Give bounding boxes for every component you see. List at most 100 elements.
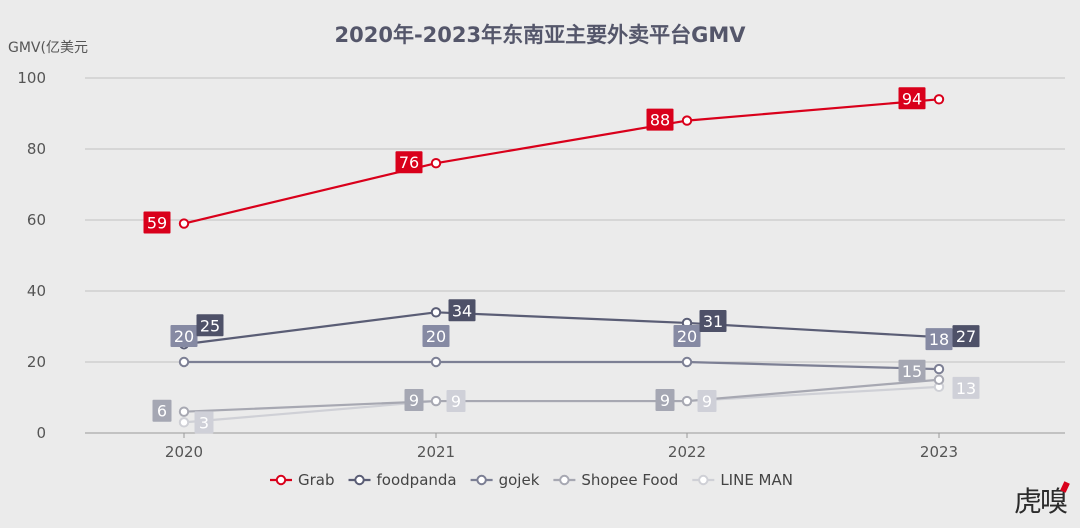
data-point[interactable] <box>681 356 693 368</box>
data-label-box <box>646 108 674 131</box>
data-label-box <box>152 399 172 422</box>
series-line <box>183 378 940 413</box>
series-foodpanda <box>178 307 945 350</box>
legend-marker <box>698 474 709 486</box>
data-label: 88 <box>646 108 674 131</box>
legend-item-gojek[interactable]: gojek <box>470 471 540 489</box>
series-line <box>184 360 940 371</box>
data-point[interactable] <box>681 115 693 126</box>
brand-logo: 虎嗅 <box>1013 480 1070 520</box>
data-label: 31 <box>699 309 727 332</box>
legend-marker <box>354 474 365 486</box>
x-tick-label: 2023 <box>920 443 958 461</box>
chart-title: 2020年-2023年东南亚主要外卖平台GMV <box>335 23 747 47</box>
legend-item-line-man[interactable]: LINE MAN <box>692 471 793 489</box>
data-point[interactable] <box>178 218 190 229</box>
data-point[interactable] <box>430 158 442 169</box>
data-point[interactable] <box>933 94 945 105</box>
data-label-text: 20 <box>426 327 446 346</box>
data-label: 9 <box>446 390 466 413</box>
data-label: 34 <box>448 299 476 322</box>
data-label: 6 <box>152 399 172 422</box>
series-shopee-food <box>178 374 945 417</box>
y-tick-label: 100 <box>17 69 46 87</box>
data-label-box <box>395 151 423 174</box>
data-label-box <box>448 299 476 322</box>
y-tick-label: 0 <box>36 424 46 442</box>
legend-item-grab[interactable]: Grab <box>270 471 335 489</box>
y-tick-label: 20 <box>27 353 46 371</box>
data-label-text: 9 <box>409 391 419 410</box>
series-grab <box>178 94 945 229</box>
data-label-box <box>898 359 926 382</box>
series-lines <box>178 94 945 428</box>
legend-label: Grab <box>298 471 335 489</box>
data-label-text: 20 <box>174 327 194 346</box>
data-label-box <box>673 325 701 347</box>
data-labels: 3 9 9 13 6 9 9 15 20 20 20 18 25 34 31 27 59 76 88 94 <box>143 87 980 434</box>
data-label-text: 34 <box>452 301 472 320</box>
data-point[interactable] <box>933 374 945 385</box>
data-label-box <box>898 87 926 110</box>
y-tick-label: 60 <box>27 211 46 229</box>
data-label-box <box>404 389 424 412</box>
data-label-box <box>697 390 717 413</box>
data-label: 20 <box>673 325 701 347</box>
data-label-text: 88 <box>650 111 670 130</box>
data-label-text: 59 <box>147 214 167 233</box>
data-label-box <box>143 211 171 234</box>
data-label-text: 31 <box>703 312 723 331</box>
data-point[interactable] <box>178 356 190 368</box>
data-label-text: 6 <box>157 402 167 421</box>
brand-logo-text: 虎嗅 <box>1013 485 1068 518</box>
data-point[interactable] <box>430 395 442 407</box>
data-label-box <box>170 325 198 347</box>
data-label: 20 <box>170 325 198 347</box>
data-label: 27 <box>952 325 980 348</box>
x-tick-label: 2021 <box>417 443 455 461</box>
data-label: 94 <box>898 87 926 110</box>
legend-label: gojek <box>499 471 540 489</box>
series-line <box>183 385 940 424</box>
y-axis-label: GMV(亿美元 <box>8 40 88 56</box>
series-line <box>183 311 940 346</box>
y-tick-label: 80 <box>27 140 46 158</box>
data-label: 9 <box>404 389 424 412</box>
legend-item-foodpanda[interactable]: foodpanda <box>348 471 457 489</box>
legend-label: Shopee Food <box>581 471 678 489</box>
data-point[interactable] <box>933 363 945 375</box>
data-label-text: 94 <box>902 89 922 108</box>
y-axis-ticks: 0 20 40 60 80 100 <box>17 69 46 442</box>
data-point[interactable] <box>681 395 693 407</box>
data-label-box <box>446 390 466 413</box>
data-label-box <box>952 325 980 348</box>
data-label-box <box>699 309 727 332</box>
data-label-text: 18 <box>929 330 949 349</box>
y-tick-label: 40 <box>27 282 46 300</box>
data-point[interactable] <box>178 417 190 428</box>
legend-marker <box>559 474 570 486</box>
data-label: 13 <box>952 376 980 399</box>
x-tick-label: 2020 <box>165 443 203 461</box>
data-label-text: 9 <box>451 392 461 411</box>
data-label-text: 3 <box>199 413 209 432</box>
data-label: 20 <box>422 325 450 347</box>
data-label-text: 9 <box>660 391 670 410</box>
data-label: 59 <box>143 211 171 234</box>
series-line <box>183 98 940 225</box>
legend-label: LINE MAN <box>720 471 793 489</box>
data-point[interactable] <box>430 356 442 368</box>
data-label-text: 20 <box>677 327 697 346</box>
data-point[interactable] <box>430 307 442 318</box>
x-tick-label: 2022 <box>668 443 706 461</box>
data-label-box <box>952 376 980 399</box>
legend[interactable]: Grab foodpanda gojek Shopee Food LINE MAN <box>270 471 793 489</box>
legend-marker <box>476 474 487 486</box>
x-axis-ticks: 2020 2021 2022 2023 <box>165 433 958 461</box>
data-label: 9 <box>697 390 717 413</box>
legend-label: foodpanda <box>377 471 457 489</box>
data-point[interactable] <box>178 406 190 417</box>
data-label-box <box>925 328 953 351</box>
data-label-box <box>196 314 224 337</box>
legend-item-shopee-food[interactable]: Shopee Food <box>553 471 678 489</box>
